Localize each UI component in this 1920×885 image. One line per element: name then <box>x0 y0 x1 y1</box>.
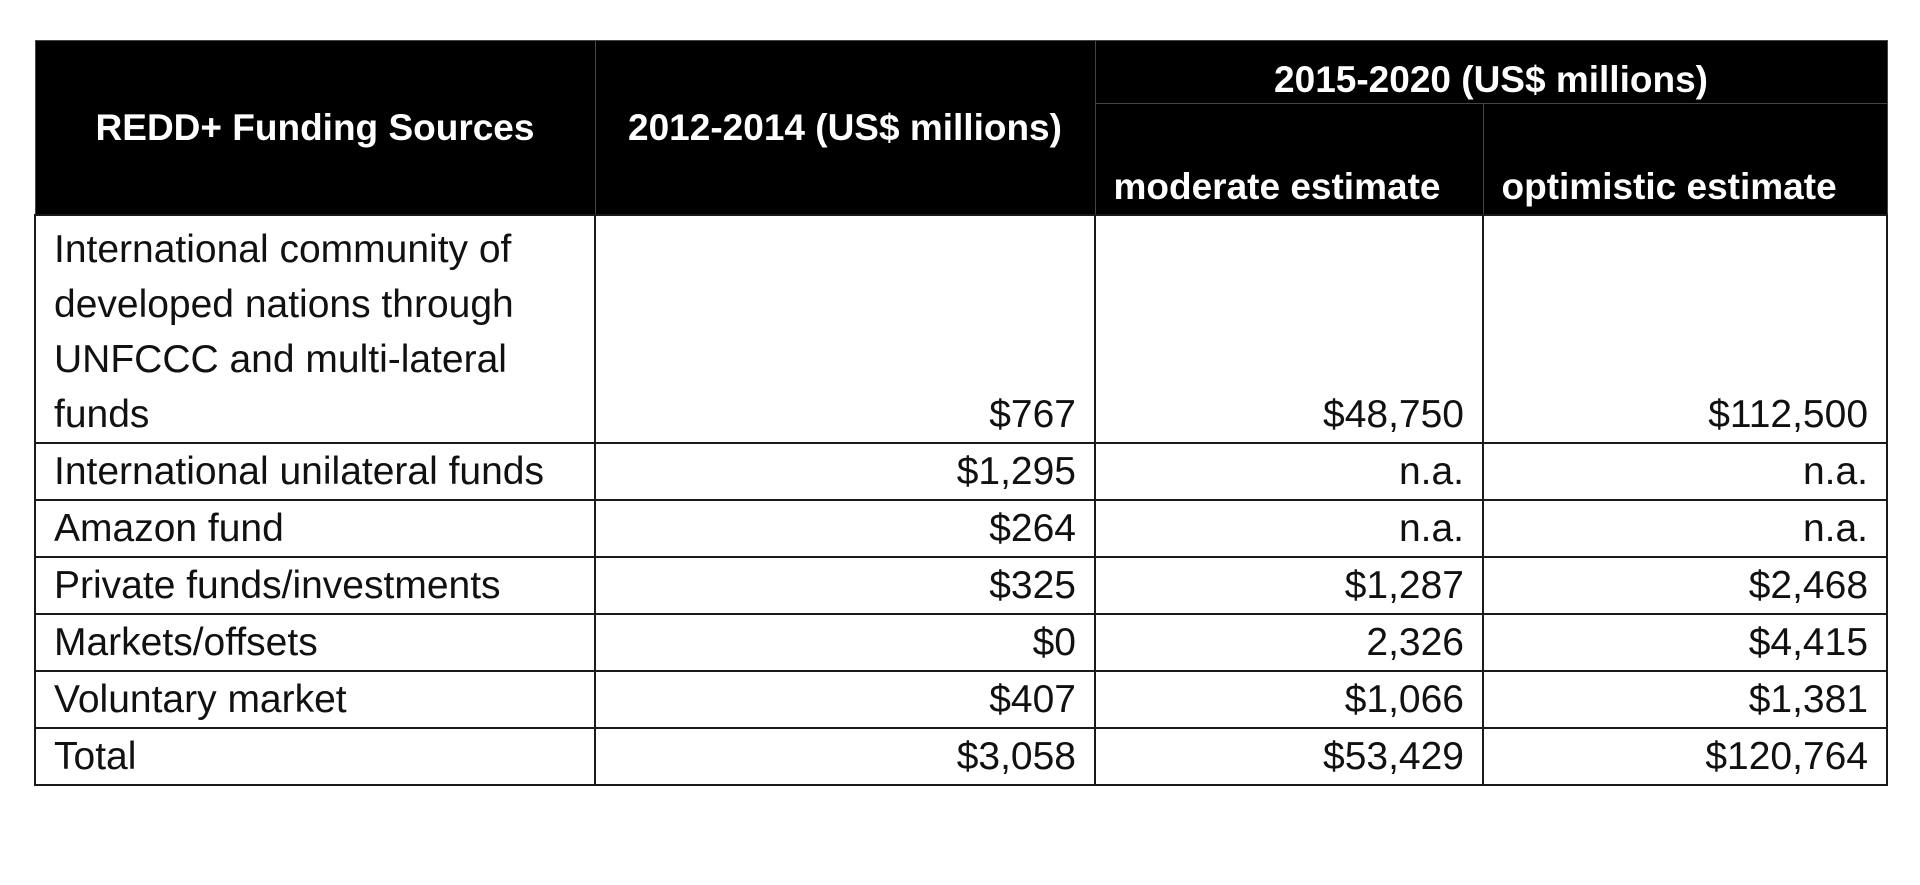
row-source-label: International community of developed nat… <box>34 214 596 444</box>
row-value-2012-2014: $3,058 <box>594 727 1096 786</box>
row-source-label: Markets/offsets <box>34 613 596 672</box>
header-funding-sources: REDD+ Funding Sources <box>34 40 596 216</box>
header-period-2015-2020: 2015-2020 (US$ millions) <box>1094 40 1888 104</box>
row-value-optimistic: n.a. <box>1481 442 1889 501</box>
header-moderate-estimate: moderate estimate <box>1094 103 1484 216</box>
table-row: International unilateral funds $1,295 n.… <box>34 442 1889 501</box>
row-value-moderate: $53,429 <box>1094 727 1484 786</box>
row-value-optimistic: n.a. <box>1481 499 1889 558</box>
row-value-moderate: 2,326 <box>1094 613 1484 672</box>
row-value-optimistic: $120,764 <box>1481 727 1889 786</box>
row-value-moderate: n.a. <box>1094 442 1484 501</box>
row-value-moderate: $48,750 <box>1094 214 1484 444</box>
table-row: Private funds/investments $325 $1,287 $2… <box>34 556 1889 615</box>
row-source-label: Private funds/investments <box>34 556 596 615</box>
header-optimistic-estimate: optimistic estimate <box>1482 103 1888 216</box>
row-value-optimistic: $2,468 <box>1481 556 1889 615</box>
row-value-2012-2014: $767 <box>594 214 1096 444</box>
row-value-optimistic: $112,500 <box>1481 214 1889 444</box>
header-period-2012-2014: 2012-2014 (US$ millions) <box>594 40 1096 216</box>
row-source-label: Total <box>34 727 596 786</box>
row-source-label: Voluntary market <box>34 670 596 729</box>
row-value-2012-2014: $325 <box>594 556 1096 615</box>
row-value-moderate: $1,287 <box>1094 556 1484 615</box>
row-source-label: Amazon fund <box>34 499 596 558</box>
row-value-2012-2014: $407 <box>594 670 1096 729</box>
table-row: Markets/offsets $0 2,326 $4,415 <box>34 613 1889 672</box>
row-value-optimistic: $1,381 <box>1481 670 1889 729</box>
row-value-2012-2014: $0 <box>594 613 1096 672</box>
row-value-2012-2014: $1,295 <box>594 442 1096 501</box>
table-header: REDD+ Funding Sources 2012-2014 (US$ mil… <box>34 40 1888 216</box>
table-row: Amazon fund $264 n.a. n.a. <box>34 499 1889 558</box>
funding-table-container: REDD+ Funding Sources 2012-2014 (US$ mil… <box>34 40 1889 786</box>
redd-funding-table: REDD+ Funding Sources 2012-2014 (US$ mil… <box>34 40 1889 786</box>
row-value-optimistic: $4,415 <box>1481 613 1889 672</box>
table-row-total: Total $3,058 $53,429 $120,764 <box>34 727 1889 786</box>
row-source-label: International unilateral funds <box>34 442 596 501</box>
row-value-moderate: $1,066 <box>1094 670 1484 729</box>
table-row: Voluntary market $407 $1,066 $1,381 <box>34 670 1889 729</box>
row-value-moderate: n.a. <box>1094 499 1484 558</box>
row-value-2012-2014: $264 <box>594 499 1096 558</box>
table-body: International community of developed nat… <box>34 214 1889 786</box>
table-row: International community of developed nat… <box>34 214 1889 444</box>
